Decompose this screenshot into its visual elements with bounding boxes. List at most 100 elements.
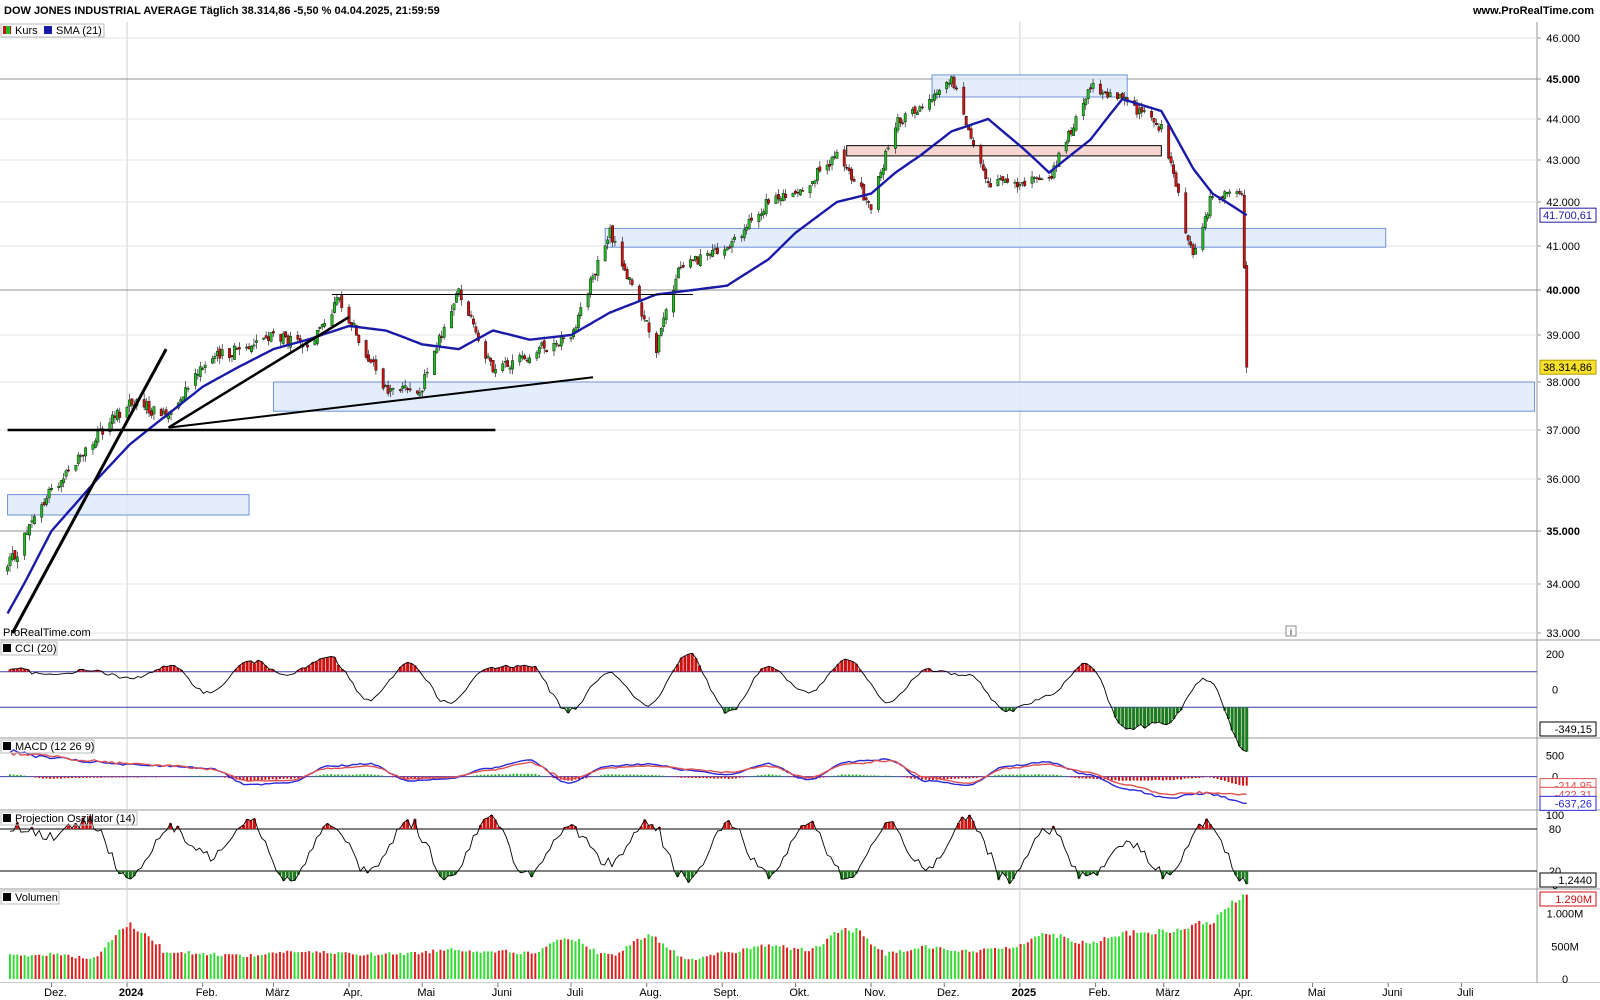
candle-up [791,193,795,197]
candle-down [864,197,868,201]
candle-up [589,278,592,294]
candle-down [913,106,917,114]
candle-up [540,342,544,346]
candle-up [520,355,524,359]
candle-up [762,211,766,216]
candle-up [494,369,497,374]
candle-down [542,340,546,349]
time-tick-label: Dez. [937,987,960,999]
candle-up [730,241,734,248]
candle-down [357,334,361,343]
candle-down [218,348,222,359]
candle-down [1016,182,1019,188]
indicator-legend-box [0,890,60,905]
candle-down [113,415,117,419]
candle-up [186,388,190,390]
candle-up [184,387,188,400]
source-link[interactable]: www.ProRealTime.com [1472,5,1594,17]
candle-up [245,346,249,349]
candle-down [230,355,234,357]
candle-down [1098,83,1102,95]
candle-up [289,335,292,348]
candle-down [979,144,983,164]
candle-up [313,340,317,345]
proj-value-badge [1539,872,1597,888]
macd-value-badge [1539,795,1597,811]
candle-up [15,556,19,562]
candle-down [637,285,641,301]
candle-up [391,388,395,390]
candle-up [196,374,200,376]
candle-up [57,486,61,488]
candle-up [437,335,441,347]
candle-up [425,371,429,374]
candle-up [503,360,507,363]
candle-down [796,192,800,194]
price-legend-box [0,23,105,38]
candle-up [798,189,802,196]
candle-up [203,364,207,369]
candle-down [776,194,780,200]
candle-up [879,172,883,179]
candle-up [59,480,63,487]
cci-value-text: -349,15 [1555,724,1592,736]
support-zone [931,74,1128,98]
candle-down [81,454,85,457]
time-tick-label: Sept. [713,987,739,999]
candle-up [111,414,114,424]
candle-up [759,213,763,216]
candle-up [1067,131,1071,142]
macd-tick-label: 500 [1546,751,1564,763]
candle-up [45,498,48,505]
candle-up [128,399,131,407]
chart-background [0,22,1600,1000]
candle-up [725,247,729,251]
candle-up [928,98,932,110]
candle-up [1040,178,1044,181]
candle-up [657,335,661,353]
candle-up [1137,108,1141,114]
candle-up [1211,196,1214,198]
candle-up [452,303,456,311]
candle-up [579,307,583,316]
candle-up [333,302,336,313]
candle-up [1203,216,1207,228]
candle-down [630,279,634,285]
time-tick-label: Feb. [196,987,218,999]
candle-down [354,325,358,336]
candle-down [715,247,719,254]
time-tick-label: Juni [1382,987,1402,999]
candle-up [552,342,556,352]
indicator-legend-box [0,739,95,754]
candle-up [25,532,29,536]
candle-down [728,246,731,249]
candle-up [213,356,217,359]
candle-up [576,314,580,328]
candle-up [694,256,697,261]
sma-swatch-icon [44,26,52,34]
support-zone [7,494,250,516]
candle-up [742,229,746,239]
candle-down [850,168,853,181]
candle-up [645,320,649,322]
candle-down [398,389,402,392]
candle-up [84,447,88,457]
candle-up [420,390,424,393]
candle-up [996,178,1000,186]
candle-up [50,488,53,490]
candle-up [764,199,768,214]
candle-down [130,398,134,406]
candle-up [435,348,439,353]
candle-up [676,267,680,279]
price-tick-label: 36.000 [1546,474,1580,486]
candle-up [1033,177,1036,179]
time-axis-background [0,983,1600,1000]
trendline [168,376,594,429]
time-tick-label: März [1156,987,1180,999]
resistance-zone [846,145,1162,157]
candle-up [774,195,778,204]
time-tick-label: Mai [417,987,435,999]
candle-up [401,385,405,389]
proj-tick-label: 100 [1546,810,1564,822]
